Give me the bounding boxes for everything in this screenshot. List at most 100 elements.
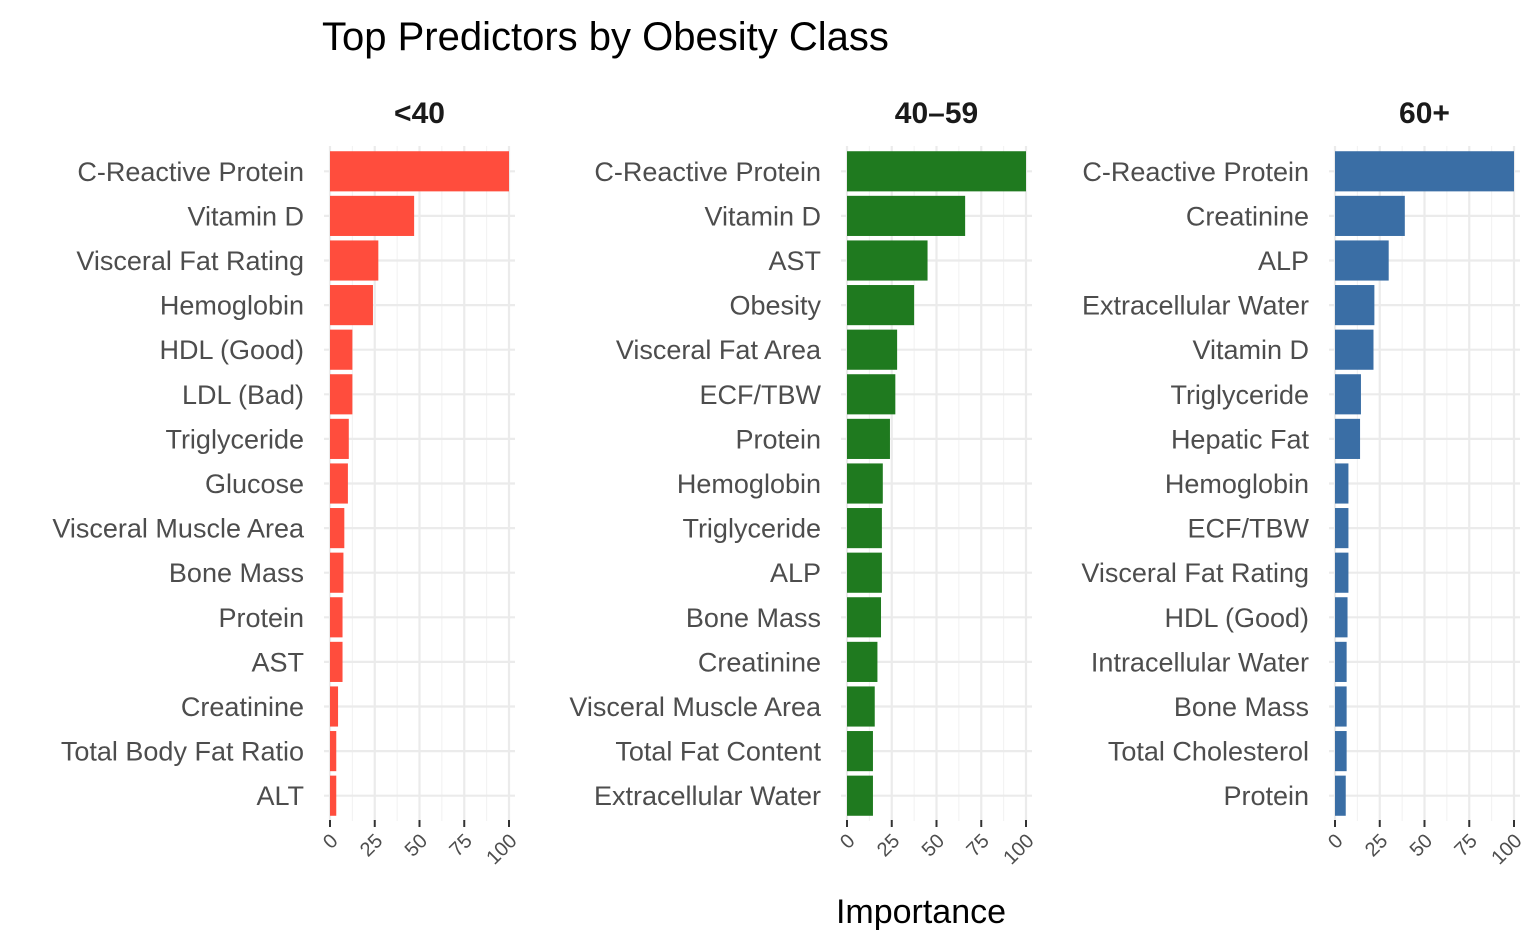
category-label: Triglyceride bbox=[682, 514, 821, 544]
category-label: Glucose bbox=[205, 469, 304, 499]
x-tick-label: 75 bbox=[962, 830, 993, 861]
x-tick-label: 25 bbox=[356, 830, 387, 861]
category-label: Protein bbox=[1223, 781, 1309, 811]
bar bbox=[847, 775, 873, 816]
bar bbox=[330, 775, 337, 816]
bar bbox=[847, 418, 890, 459]
bar bbox=[847, 195, 966, 236]
bar bbox=[847, 686, 875, 727]
category-label: HDL (Good) bbox=[159, 335, 304, 365]
bar bbox=[1335, 285, 1375, 326]
bar bbox=[847, 508, 882, 549]
category-label: Obesity bbox=[729, 291, 821, 321]
bar bbox=[330, 552, 344, 593]
category-label: Protein bbox=[735, 424, 821, 454]
category-label: Bone Mass bbox=[686, 603, 821, 633]
bar bbox=[847, 240, 928, 281]
bar bbox=[330, 374, 353, 415]
bar bbox=[330, 329, 353, 370]
bar bbox=[1335, 463, 1349, 504]
category-label: ECF/TBW bbox=[700, 380, 822, 410]
category-label: Hemoglobin bbox=[160, 291, 304, 321]
bar bbox=[1335, 374, 1361, 415]
category-label: C-Reactive Protein bbox=[77, 157, 304, 187]
bar bbox=[847, 329, 898, 370]
category-label: Vitamin D bbox=[1192, 335, 1309, 365]
x-tick-label: 75 bbox=[445, 830, 476, 861]
bar bbox=[330, 195, 415, 236]
bar bbox=[330, 641, 343, 682]
x-tick-label: 50 bbox=[401, 830, 432, 861]
bar bbox=[1335, 686, 1347, 727]
bar bbox=[847, 374, 896, 415]
category-label: AST bbox=[251, 647, 304, 677]
bar bbox=[330, 686, 339, 727]
x-tick-label: 50 bbox=[1406, 830, 1437, 861]
bar bbox=[847, 151, 1026, 192]
category-label: Creatinine bbox=[181, 692, 304, 722]
category-label: Creatinine bbox=[1186, 201, 1309, 231]
x-tick-label: 0 bbox=[836, 830, 859, 853]
x-axis-title: Importance bbox=[836, 893, 1006, 931]
bar bbox=[330, 151, 509, 192]
bar bbox=[330, 463, 348, 504]
bar bbox=[847, 641, 878, 682]
category-label: Hepatic Fat bbox=[1171, 424, 1310, 454]
bar bbox=[847, 285, 915, 326]
bar bbox=[1335, 240, 1389, 281]
bar bbox=[1335, 195, 1405, 236]
bar bbox=[1335, 329, 1374, 370]
x-tick-label: 100 bbox=[482, 830, 521, 869]
bar bbox=[330, 285, 373, 326]
category-label: AST bbox=[768, 246, 821, 276]
x-tick-label: 25 bbox=[1361, 830, 1392, 861]
category-label: Triglyceride bbox=[1170, 380, 1309, 410]
facet-panel: 40–59 C-Reactive Protein Vitamin D AST Obesi… bbox=[569, 97, 1038, 869]
bar bbox=[1335, 508, 1349, 549]
facet-label: 60+ bbox=[1399, 97, 1450, 130]
bar bbox=[330, 731, 337, 772]
x-tick-label: 75 bbox=[1450, 830, 1481, 861]
category-label: ALP bbox=[1258, 246, 1309, 276]
bar bbox=[1335, 151, 1514, 192]
bar bbox=[847, 552, 882, 593]
x-tick-label: 100 bbox=[999, 830, 1038, 869]
category-label: Total Cholesterol bbox=[1108, 737, 1309, 767]
category-label: ALT bbox=[256, 781, 304, 811]
category-label: ECF/TBW bbox=[1188, 514, 1310, 544]
facets: <40 C-Reactive Protein Vitamin D Visceral F… bbox=[52, 97, 1526, 869]
facet-label: 40–59 bbox=[895, 97, 978, 130]
category-label: Bone Mass bbox=[1174, 692, 1309, 722]
bar bbox=[847, 597, 882, 638]
category-label: Triglyceride bbox=[165, 424, 304, 454]
chart-title: Top Predictors by Obesity Class bbox=[322, 15, 889, 59]
category-label: Protein bbox=[218, 603, 304, 633]
category-label: Intracellular Water bbox=[1091, 647, 1309, 677]
category-label: Vitamin D bbox=[187, 201, 304, 231]
category-label: Total Fat Content bbox=[615, 737, 821, 767]
category-label: Bone Mass bbox=[169, 558, 304, 588]
x-tick-label: 0 bbox=[319, 830, 342, 853]
x-tick-label: 25 bbox=[873, 830, 904, 861]
category-label: Extracellular Water bbox=[594, 781, 821, 811]
bar bbox=[1335, 418, 1361, 459]
bar bbox=[1335, 731, 1347, 772]
category-label: C-Reactive Protein bbox=[1082, 157, 1309, 187]
x-tick-label: 100 bbox=[1487, 830, 1526, 869]
bar bbox=[1335, 552, 1349, 593]
x-tick-label: 0 bbox=[1324, 830, 1347, 853]
x-tick-label: 50 bbox=[918, 830, 949, 861]
bar bbox=[330, 508, 345, 549]
category-label: C-Reactive Protein bbox=[594, 157, 821, 187]
category-label: HDL (Good) bbox=[1164, 603, 1309, 633]
category-label: Visceral Muscle Area bbox=[569, 692, 822, 722]
category-label: Visceral Fat Area bbox=[616, 335, 822, 365]
bar bbox=[847, 731, 873, 772]
facet-panel: <40 C-Reactive Protein Vitamin D Visceral F… bbox=[52, 97, 521, 869]
category-label: Creatinine bbox=[698, 647, 821, 677]
category-label: Vitamin D bbox=[704, 201, 821, 231]
bar bbox=[330, 418, 349, 459]
category-label: Visceral Muscle Area bbox=[52, 514, 305, 544]
category-label: Extracellular Water bbox=[1082, 291, 1309, 321]
